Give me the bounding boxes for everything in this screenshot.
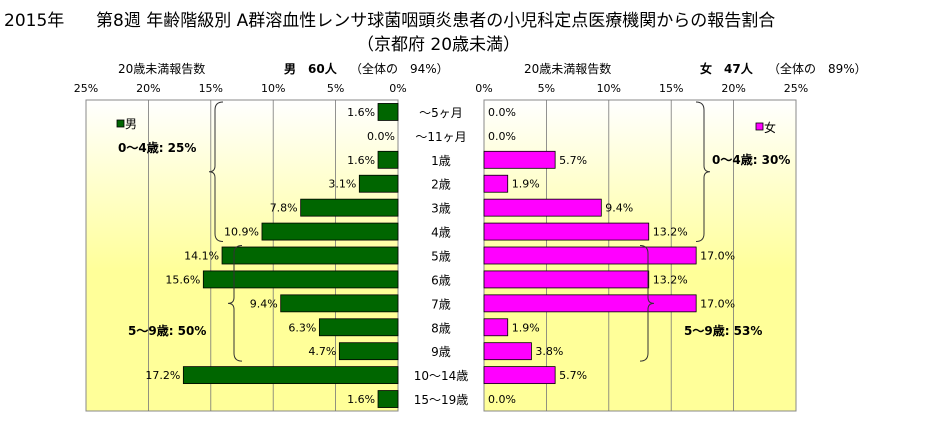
category-label: 7歳 [431,297,451,311]
female-value-label: 1.9% [512,321,540,334]
tick-label-left: 10% [261,82,285,95]
female-value-label: 0.0% [488,393,516,406]
category-label: 8歳 [431,321,451,335]
brace-male-0-4 [208,101,224,243]
female-bar [483,366,556,385]
tick-label-right: 10% [597,82,621,95]
female-bar [483,270,650,289]
header-right-sex: 女 47人 [700,62,753,76]
female-bar [483,294,697,313]
annotation-female-0-4: 0～4歳: 30% [712,152,790,167]
male-bar [202,270,399,289]
female-bar [483,198,602,217]
female-bar [483,342,532,361]
female-bar [483,246,697,265]
male-value-label: 14.1% [184,250,219,263]
female-bar [483,174,509,193]
male-value-label: 1.6% [347,393,375,406]
male-bar [377,103,399,121]
female-value-label: 0.0% [488,106,516,119]
tick-label-right: 0% [475,82,492,95]
tick-label-left: 15% [199,82,223,95]
header-left-caption: 20歳未満報告数 [118,62,206,76]
legend-male-swatch [116,119,125,128]
legend-male-label: 男 [125,117,137,131]
male-value-label: 15.6% [165,273,200,286]
legend-female-label: 女 [764,120,776,135]
female-value-label: 3.8% [535,345,563,358]
tick-label-right: 20% [721,82,745,95]
male-value-label: 3.1% [328,178,356,191]
category-label: 2歳 [431,178,451,192]
male-value-label: 10.9% [224,226,259,239]
female-value-label: 13.2% [653,273,688,286]
legend-female-swatch [755,122,764,131]
female-value-label: 17.0% [700,297,735,310]
header-right-caption: 20歳未満報告数 [524,62,612,76]
female-value-label: 9.4% [605,202,633,215]
female-bar [483,150,556,169]
category-label: ～5ヶ月 [419,106,463,120]
title-sub: （京都府 20歳未満） [357,35,521,55]
title-main: 第8週 年齢階級別 A群溶血性レンサ球菌咽頭炎患者の小児科定点医療機関からの報告… [96,11,776,31]
category-label: 9歳 [431,345,451,359]
male-bar [377,150,399,169]
tick-label-right: 5% [538,82,555,95]
male-value-label: 9.4% [250,297,278,310]
male-bar [182,366,399,385]
category-label: ～11ヶ月 [415,130,466,144]
male-value-label: 4.7% [308,345,336,358]
category-label: 6歳 [431,273,451,287]
female-value-label: 1.9% [512,178,540,191]
male-value-label: 17.2% [145,369,180,382]
annotation-female-5-9: 5～9歳: 53% [684,323,762,338]
header-left-sex: 男 60人 [284,62,337,76]
male-bar [261,222,399,241]
category-label: 10～14歳 [414,369,469,383]
category-label: 4歳 [431,226,451,240]
category-label: 15～19歳 [414,393,469,407]
male-value-label: 0.0% [367,130,395,143]
category-label: 1歳 [431,154,451,168]
tick-label-left: 0% [389,82,406,95]
tick-label-left: 20% [136,82,160,95]
header-right-share: （全体の 89%） [768,62,867,76]
male-value-label: 6.3% [288,321,316,334]
tick-label-left: 25% [74,82,98,95]
title-year: 2015年 [4,11,65,31]
tick-label-left: 5% [327,82,344,95]
female-value-label: 13.2% [653,226,688,239]
male-bar [358,174,399,193]
male-bar [338,342,399,361]
male-value-label: 1.6% [347,154,375,167]
female-value-label: 17.0% [700,250,735,263]
female-value-label: 5.7% [559,369,587,382]
tick-label-right: 15% [659,82,683,95]
tick-label-right: 25% [784,82,808,95]
brace-female-0-4 [695,101,711,243]
female-bar [483,222,650,241]
male-bar [377,390,399,408]
brace-female-5-9 [639,245,655,362]
annotation-male-5-9: 5～9歳: 50% [128,323,206,338]
male-value-label: 7.8% [270,202,298,215]
female-bar [483,318,509,337]
male-value-label: 1.6% [347,106,375,119]
female-value-label: 0.0% [488,130,516,143]
category-label: 5歳 [431,250,451,264]
male-bar [280,294,399,313]
annotation-male-0-4: 0～4歳: 25% [118,140,196,155]
brace-male-5-9 [227,245,243,362]
male-bar [221,246,399,265]
header-left-share: （全体の 94%） [350,62,449,76]
category-label: 3歳 [431,202,451,216]
female-value-label: 5.7% [559,154,587,167]
male-bar [318,318,399,337]
male-bar [300,198,399,217]
